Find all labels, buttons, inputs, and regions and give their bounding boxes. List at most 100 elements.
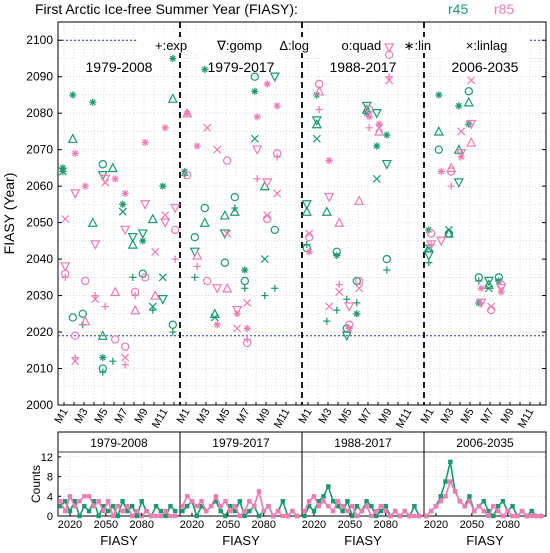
data-point-r85 xyxy=(61,273,69,281)
count-point-r45 xyxy=(91,499,97,504)
data-point-r85 xyxy=(81,182,89,190)
data-point-r85 xyxy=(263,211,272,220)
marker-stroke xyxy=(71,357,80,366)
data-point-r45 xyxy=(127,239,138,249)
count-point-r45 xyxy=(129,503,135,509)
method-legend-exp: +:exp xyxy=(155,38,187,53)
data-point-r85 xyxy=(262,178,273,188)
count-point-r85 xyxy=(120,508,125,514)
count-point-r45 xyxy=(82,503,87,509)
data-point-r85 xyxy=(325,157,333,165)
count-point-r85 xyxy=(321,499,326,504)
data-point-r45 xyxy=(383,266,391,274)
count-point-r85 xyxy=(86,494,92,499)
marker-stroke xyxy=(478,285,485,292)
data-point-r85 xyxy=(131,291,139,300)
count-point-r45 xyxy=(364,499,369,504)
marker-stroke xyxy=(214,321,221,328)
marker-stroke xyxy=(371,108,382,119)
count-point-r45 xyxy=(486,508,491,514)
count-point-r45 xyxy=(383,503,388,509)
data-point-r45 xyxy=(199,217,210,227)
count-point-r45 xyxy=(316,499,321,504)
data-point-r45 xyxy=(260,255,269,264)
marker-stroke xyxy=(158,273,167,282)
data-point-r85 xyxy=(171,255,179,263)
marker-stroke xyxy=(200,203,209,213)
count-point-r45 xyxy=(120,499,125,504)
data-point-r85 xyxy=(233,324,242,333)
marker-stroke xyxy=(161,211,170,220)
data-point-r45 xyxy=(241,266,249,274)
data-point-r45 xyxy=(137,229,148,239)
count-point-r45 xyxy=(86,508,92,514)
marker-stroke xyxy=(382,254,391,264)
count-point-r85 xyxy=(505,508,510,514)
data-point-r45 xyxy=(271,284,279,292)
x-tick-label: M5 xyxy=(459,407,477,426)
count-point-r85 xyxy=(302,508,307,514)
marker-stroke xyxy=(464,87,473,96)
data-point-r85 xyxy=(335,287,344,296)
count-point-r85 xyxy=(208,503,214,509)
data-point-r85 xyxy=(213,145,222,154)
data-point-r85 xyxy=(61,214,70,223)
y-tick-label: 2010 xyxy=(26,362,53,376)
data-point-r85 xyxy=(344,302,355,312)
count-point-r45 xyxy=(373,513,379,519)
count-point-r45 xyxy=(153,503,159,509)
marker-stroke xyxy=(127,233,138,243)
marker-stroke xyxy=(383,132,390,139)
count-point-r85 xyxy=(393,508,398,514)
data-point-r45 xyxy=(383,131,391,139)
data-point-r85 xyxy=(365,113,373,121)
marker-stroke xyxy=(194,143,201,149)
data-point-r45 xyxy=(231,204,239,212)
marker-stroke xyxy=(210,313,219,322)
marker-stroke xyxy=(438,168,445,175)
marker-stroke xyxy=(270,225,279,235)
data-point-r85 xyxy=(315,105,323,114)
data-point-r85 xyxy=(91,295,100,304)
x-tick-label: 2050 xyxy=(338,519,362,531)
count-point-r85 xyxy=(476,503,482,509)
method-legend-gomp: ∇:gomp xyxy=(216,38,262,53)
count-point-r85 xyxy=(481,508,487,514)
marker-stroke xyxy=(182,170,192,180)
data-point-r45 xyxy=(343,295,351,303)
panel-title: 1979-2008 xyxy=(86,59,153,75)
x-tick-label: M11 xyxy=(272,407,293,431)
count-point-r85 xyxy=(280,513,286,519)
data-point-r85 xyxy=(385,73,393,81)
data-point-r85 xyxy=(374,126,385,136)
count-point-r85 xyxy=(500,513,506,519)
count-point-r45 xyxy=(158,508,164,514)
data-point-r45 xyxy=(119,200,127,208)
x-tick-label: M9 xyxy=(133,407,151,426)
marker-stroke xyxy=(385,76,394,85)
data-point-r85 xyxy=(193,142,201,150)
count-point-r85 xyxy=(251,503,257,509)
panel-title: 2006-2035 xyxy=(452,59,519,75)
marker-stroke xyxy=(455,102,462,109)
data-point-r45 xyxy=(89,98,97,106)
count-point-r85 xyxy=(149,513,154,519)
marker-stroke xyxy=(230,192,239,202)
data-point-r45 xyxy=(158,273,167,282)
count-point-r45 xyxy=(350,513,355,519)
count-point-r85 xyxy=(397,513,403,519)
x-tick-label: M11 xyxy=(516,407,537,431)
data-point-r85 xyxy=(384,43,395,53)
marker-stroke xyxy=(58,167,67,176)
marker-stroke xyxy=(140,200,151,210)
data-point-r85 xyxy=(243,324,251,332)
count-point-r85 xyxy=(340,503,345,509)
panel-title: 1979-2017 xyxy=(212,436,270,450)
count-point-r85 xyxy=(213,494,219,499)
count-point-r45 xyxy=(481,499,487,504)
marker-stroke xyxy=(376,121,383,128)
count-line-r45 xyxy=(425,461,542,518)
marker-stroke xyxy=(110,286,121,297)
count-point-r85 xyxy=(271,513,276,519)
count-point-r85 xyxy=(199,499,204,504)
